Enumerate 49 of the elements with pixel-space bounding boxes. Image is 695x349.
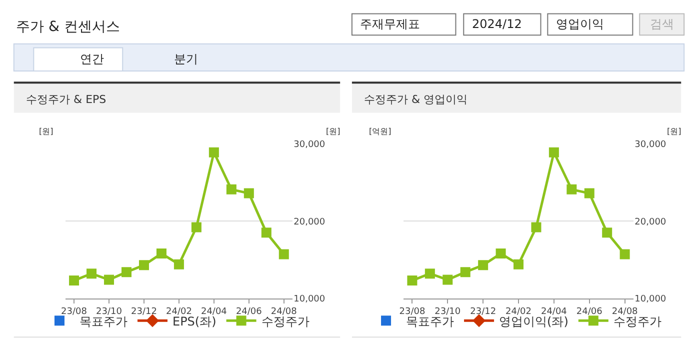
point (442, 274, 453, 285)
point (566, 184, 577, 194)
point (620, 249, 630, 260)
point (548, 147, 559, 158)
point (602, 228, 612, 238)
point (86, 268, 97, 279)
point (496, 248, 506, 259)
text: 주가 & 컨센서스 (16, 19, 120, 35)
point (460, 267, 470, 278)
point (104, 274, 114, 285)
point (174, 259, 184, 270)
y-axis-title: [억원] (369, 127, 392, 136)
point (69, 276, 80, 286)
point (261, 228, 272, 238)
point (584, 188, 594, 198)
x-tick-label: 24/06 (236, 307, 262, 318)
point (514, 259, 524, 270)
point (121, 267, 132, 278)
y2-axis-title: [원] (667, 127, 682, 136)
y2-tick-label: 30,000 (634, 140, 666, 150)
point (478, 260, 488, 270)
y2-tick-label: 20,000 (634, 217, 666, 228)
x-tick-label: 23/12 (131, 307, 157, 318)
text: 2024/12 (472, 17, 522, 31)
text: 분기 (174, 52, 198, 66)
y2-tick-label: 20,000 (294, 217, 326, 228)
point (278, 249, 289, 260)
chart-title: 수정주가 & EPS (26, 93, 106, 106)
text: 영업이익 (556, 17, 604, 31)
y2-tick-label: 10,000 (294, 294, 326, 304)
y2-tick-label: 10,000 (634, 294, 666, 304)
point (424, 268, 435, 279)
point (138, 260, 149, 270)
point (226, 184, 236, 194)
point (208, 147, 219, 158)
y2-tick-label: 30,000 (294, 140, 326, 150)
x-tick-label: 24/06 (576, 307, 603, 318)
x-tick-label: 23/12 (470, 307, 496, 318)
point (407, 276, 418, 286)
y2-axis-title: [원] (326, 127, 340, 136)
point (244, 188, 254, 198)
chart-title: 수정주가 & 영업이익 (364, 93, 468, 106)
text: 검색 (650, 17, 674, 31)
y-axis-title: [원] (39, 127, 54, 136)
point (191, 222, 202, 232)
point (156, 248, 166, 259)
point (531, 222, 542, 232)
text: 연간 (80, 52, 104, 66)
text: 주재무제표 (360, 17, 420, 31)
